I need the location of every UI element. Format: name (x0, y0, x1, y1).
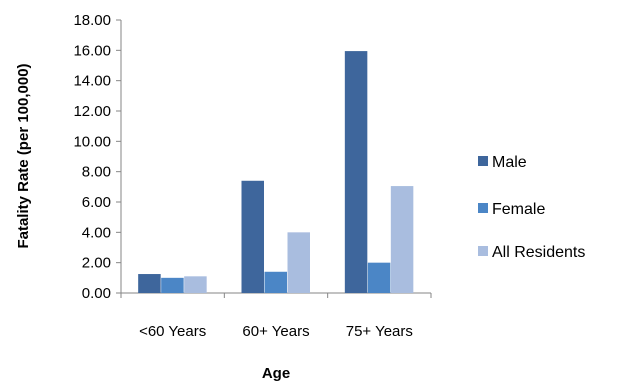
bar (390, 186, 414, 293)
legend-swatch (478, 156, 488, 166)
bar (344, 51, 368, 294)
y-tick-label: 10.00 (73, 133, 111, 150)
y-axis-title: Fatality Rate (per 100,000) (15, 63, 32, 248)
x-tick-label: 60+ Years (242, 323, 309, 340)
legend-label: Male (492, 154, 527, 171)
bar (184, 276, 207, 293)
x-tick-label: <60 Years (139, 323, 206, 340)
y-tick-label: 16.00 (73, 42, 111, 59)
x-axis-ticks: <60 Years 60+ Years 75+ Years (120, 293, 432, 340)
y-axis-ticks: 0.00 2.00 4.00 6.00 8.00 10.00 12.00 14.00 16.00… (73, 12, 121, 302)
bar (161, 277, 184, 293)
y-tick-label: 12.00 (73, 103, 111, 120)
legend-label: Female (492, 201, 545, 218)
bar (367, 262, 391, 293)
bar (138, 274, 161, 293)
y-tick-label: 14.00 (73, 73, 111, 90)
bar (287, 232, 310, 293)
y-tick-label: 2.00 (82, 255, 111, 272)
y-tick-label: 0.00 (82, 285, 111, 302)
x-tick-label: 75+ Years (346, 323, 413, 340)
legend-swatch (478, 203, 488, 213)
bar (264, 271, 287, 293)
legend: Male Female All Residents (478, 154, 585, 261)
x-axis-title: Age (262, 365, 290, 382)
legend-label: All Residents (492, 244, 585, 261)
y-tick-label: 18.00 (73, 12, 111, 29)
legend-swatch (478, 246, 488, 256)
y-tick-label: 8.00 (82, 164, 111, 181)
bar (241, 180, 264, 293)
y-tick-label: 6.00 (82, 194, 111, 211)
plot-area (120, 20, 431, 294)
bars (138, 51, 414, 294)
y-tick-label: 4.00 (82, 224, 111, 241)
